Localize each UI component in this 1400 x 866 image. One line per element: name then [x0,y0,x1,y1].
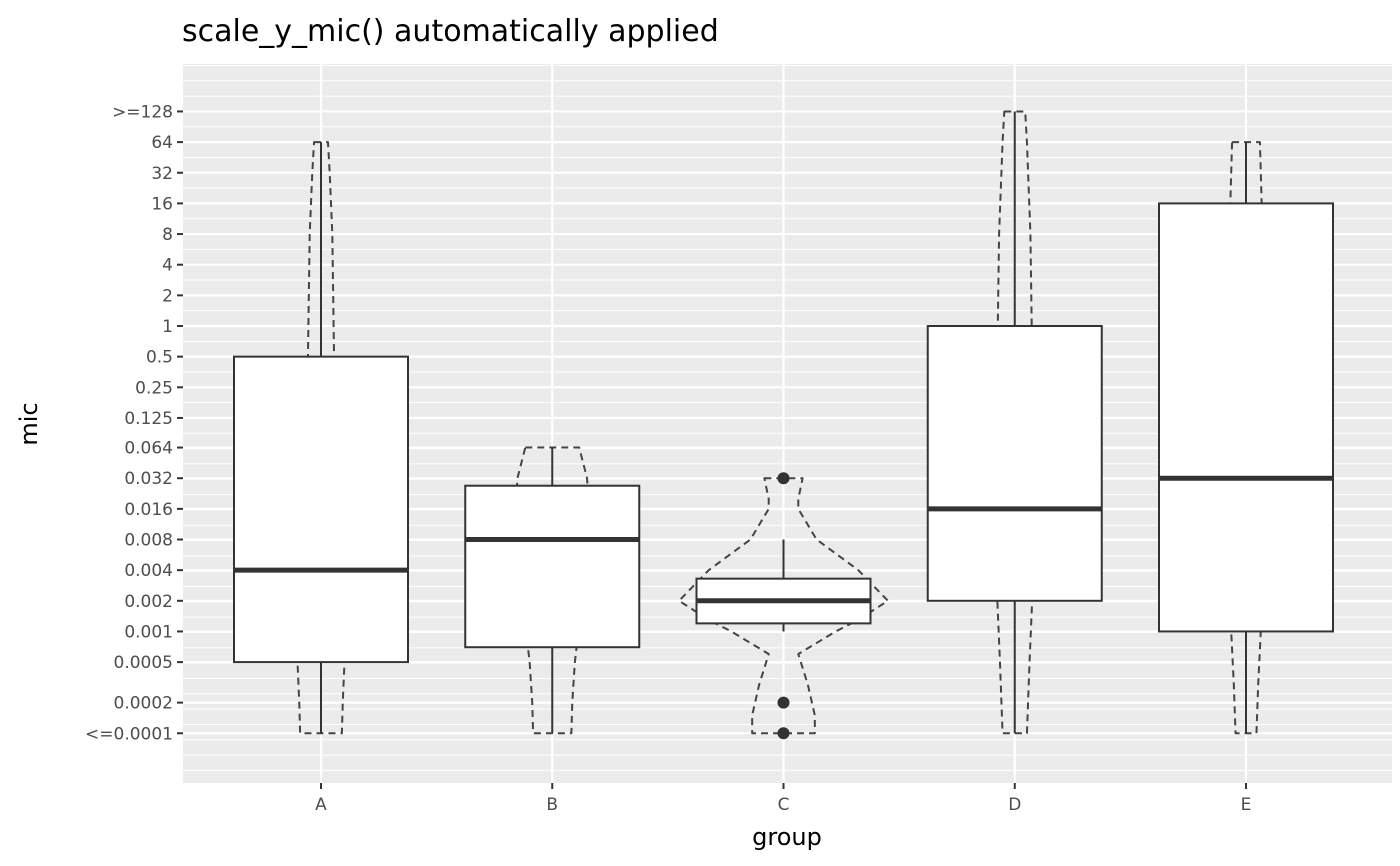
y-tick-label: 0.0005 [114,653,173,673]
chart-title: scale_y_mic() automatically applied [182,14,719,49]
y-tick-label: 0.125 [124,409,173,429]
y-tick-label: 0.016 [124,500,173,520]
y-axis: >=128 64 32 16 8 4 2 1 0.5 0.25 0.125 0.064 0.032 0.0… [85,102,183,744]
x-tick-label: A [315,795,327,815]
y-tick-label: 0.25 [135,378,173,398]
y-tick-label: 1 [162,317,173,337]
y-tick-label: >=128 [112,102,173,122]
boxplot-B [464,447,641,734]
y-tick-label: 0.032 [124,469,173,489]
x-axis-title: group [752,823,822,851]
y-tick-label: 2 [162,286,173,306]
x-tick-label: B [546,795,558,815]
boxplot-E [1158,142,1334,734]
box [926,325,1103,602]
violin-C [678,477,889,735]
y-tick-label: 0.004 [124,561,173,581]
y-tick-label: 4 [162,256,173,276]
y-tick-label: 0.008 [124,531,173,551]
boxplot-A [233,142,409,734]
outlier-point [777,696,790,709]
boxplot-D [926,111,1103,734]
boxplot-C [695,472,872,740]
box [464,484,641,649]
y-tick-label: 64 [151,133,173,153]
x-tick-label: C [778,795,790,815]
y-tick-label: 0.0002 [114,694,173,714]
outlier-point [777,727,790,740]
violin-A [295,141,347,735]
y-tick-label: 0.5 [146,348,173,368]
x-axis: A B C D E [315,783,1251,815]
boxplots [233,111,1334,740]
y-axis-title: mic [15,402,43,445]
y-tick-label: 32 [151,164,173,184]
y-tick-label: <=0.0001 [85,724,173,744]
box [1158,202,1334,633]
y-tick-label: 0.001 [124,622,173,642]
y-tick-label: 16 [151,194,173,214]
outlier-point [777,472,790,485]
x-tick-label: E [1241,795,1252,815]
violin-D [995,110,1035,735]
y-tick-label: 0.064 [124,439,173,459]
y-tick-label: 0.002 [124,592,173,612]
box [233,355,409,664]
y-tick-label: 8 [162,225,173,245]
x-tick-label: D [1008,795,1021,815]
